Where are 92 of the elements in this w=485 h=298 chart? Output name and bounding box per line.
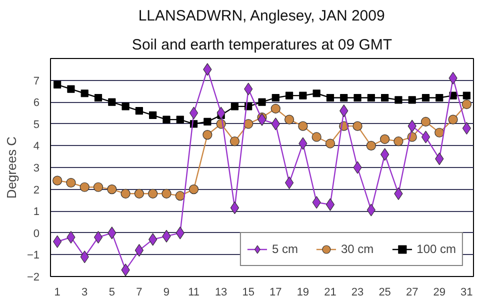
x-tick-label: 1 [54,286,60,298]
point [381,94,389,102]
point [366,140,376,150]
legend-label: 30 cm [340,242,374,256]
point [135,107,143,115]
point [270,104,280,114]
point [448,114,458,124]
point [367,94,375,102]
point [80,90,88,98]
point [272,94,280,102]
point [148,188,158,198]
point [189,106,198,120]
point [312,90,320,98]
x-tick-label: 29 [433,286,446,298]
x-tick-label: 13 [214,286,228,298]
point [204,118,212,126]
point [380,134,390,144]
x-tick-label: 19 [296,286,310,298]
x-tick-label: 31 [460,286,473,298]
point [230,202,240,214]
x-tick-label: 9 [163,286,170,298]
point [408,96,416,104]
x-tick-label: 7 [136,286,142,298]
x-tick-label: 11 [188,286,200,298]
point [434,128,444,138]
point [202,130,212,140]
y-tick-label: 1 [33,206,40,218]
point [394,136,404,146]
point [326,94,334,102]
point [80,182,90,192]
chart-title: LLANSADWRN, Anglesey, JAN 2009 [138,8,385,24]
point [94,230,103,244]
y-tick-label: 0 [33,228,40,240]
point [325,138,336,148]
point [107,184,117,194]
x-tick-label: 17 [270,286,282,298]
point [299,92,307,100]
point [188,184,199,194]
point [352,121,362,131]
x-tick-label: 23 [351,286,364,298]
legend-label: 100 cm [416,242,456,256]
point [93,182,104,192]
point [421,130,430,144]
point [120,188,130,198]
y-tick-label: −1 [26,250,40,262]
point [326,198,335,211]
point [422,94,430,102]
y-tick-label: 6 [33,97,40,110]
point [420,116,431,127]
point [162,116,170,124]
point [134,188,144,198]
point [108,98,116,106]
point [354,94,362,102]
point [462,92,470,100]
point [394,96,402,104]
point [162,188,172,198]
y-axis-title: Degrees C [4,136,19,199]
point [122,102,130,110]
x-tick-label: 27 [406,286,418,298]
point [298,121,308,131]
point [176,116,184,124]
point [244,119,254,129]
point [230,102,239,110]
y-tick-label: 4 [33,140,40,153]
x-tick-label: 21 [324,286,336,298]
x-tick-label: 15 [242,286,254,298]
y-tick-label: 7 [33,75,40,88]
point [462,99,472,110]
point [284,176,294,190]
point [285,92,294,100]
point [149,111,157,119]
y-tick-label: 5 [33,118,40,131]
point [436,94,444,102]
point [340,94,348,102]
point [312,132,322,142]
y-tick-label: 2 [33,184,40,196]
point [258,98,266,106]
point [54,80,62,88]
point [66,178,76,188]
point [230,136,240,146]
legend-label: 5 cm [272,242,298,256]
y-tick-label: 3 [33,162,40,174]
x-tick-label: 3 [82,286,88,298]
point [175,191,185,201]
y-tick-label: −2 [26,272,40,284]
chart-subtitle: Soil and earth temperatures at 09 GMT [132,36,392,54]
point [67,85,75,93]
point [94,94,102,102]
x-tick-label: 25 [378,286,391,298]
point [52,176,62,186]
point [284,114,294,124]
x-tick-label: 5 [108,286,115,298]
